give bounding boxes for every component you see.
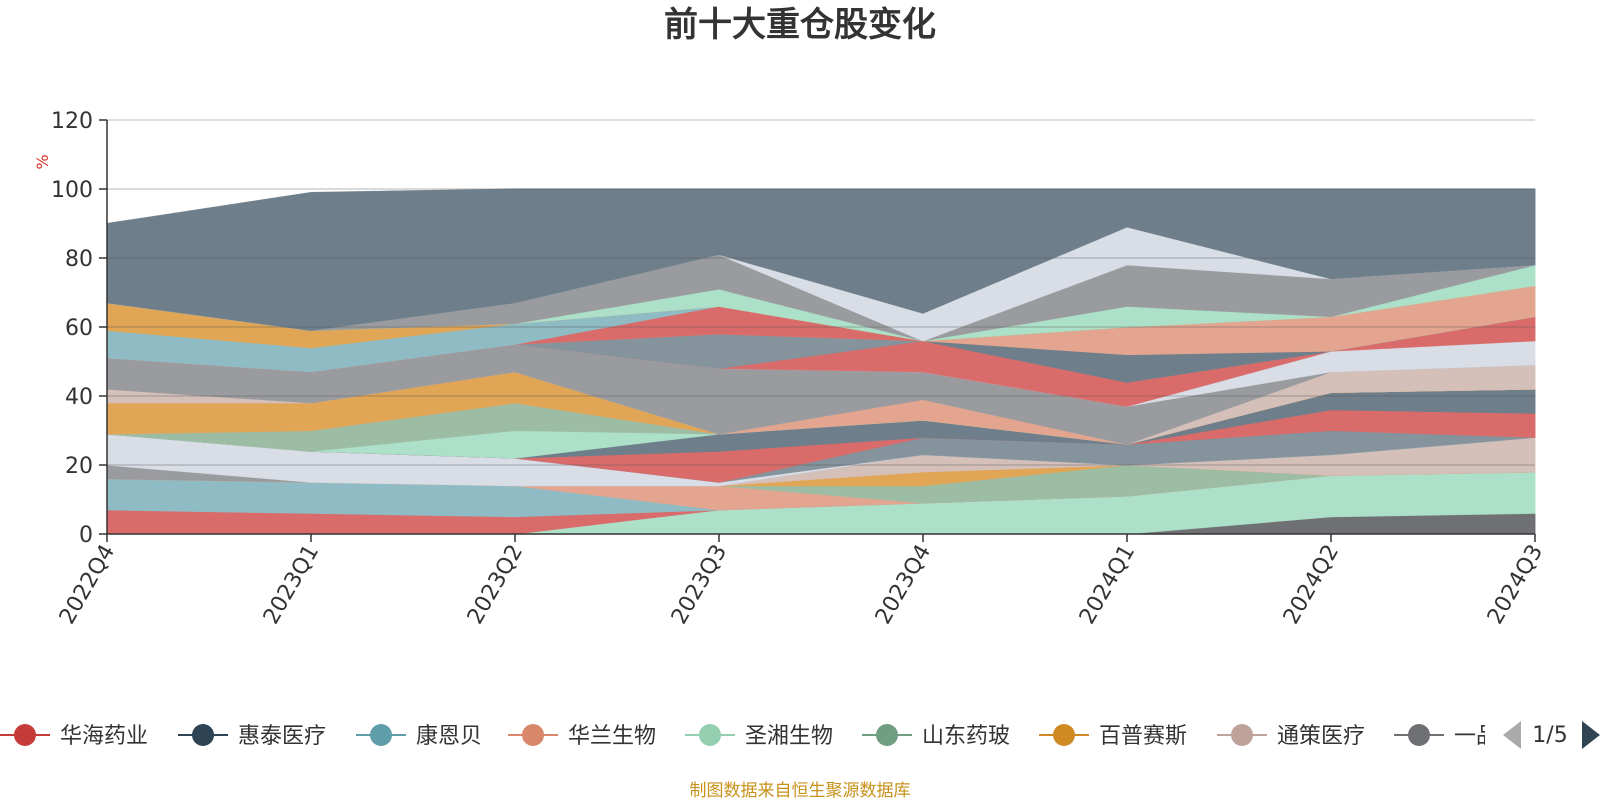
legend-item-2[interactable]: 康恩贝 <box>356 724 482 749</box>
y-axis-unit: % <box>33 154 52 169</box>
y-tick-label-3: 60 <box>65 316 93 341</box>
area-series-30[interactable] <box>106 188 1536 331</box>
x-tick-label-0: 2022Q4 <box>55 541 120 629</box>
legend-item-6[interactable]: 百普赛斯 <box>1039 724 1187 749</box>
legend-item-7[interactable]: 通策医疗 <box>1217 724 1365 749</box>
legend-label-7: 通策医疗 <box>1277 724 1365 749</box>
legend-label-3: 华兰生物 <box>568 724 656 749</box>
legend-label-2: 康恩贝 <box>416 724 482 749</box>
x-tick-label-2: 2023Q2 <box>463 541 528 629</box>
legend-label-1: 惠泰医疗 <box>238 724 326 749</box>
legend-marker-icon <box>522 724 544 746</box>
data-source: 制图数据来自恒生聚源数据库 <box>690 781 911 800</box>
legend[interactable]: 华海药业 惠泰医疗 康恩贝 华兰生物 圣湘生物 山东药玻 百普赛斯 通策医疗 一品红 <box>0 724 1520 749</box>
x-tick-label-3: 2023Q3 <box>667 541 732 629</box>
gridlines <box>107 119 1535 466</box>
x-tick-label-5: 2024Q1 <box>1075 541 1140 629</box>
area-layers <box>106 188 1536 535</box>
legend-marker-icon <box>14 724 36 746</box>
legend-item-0[interactable]: 华海药业 <box>0 724 148 749</box>
x-tick-label-1: 2023Q1 <box>259 541 324 629</box>
legend-item-5[interactable]: 山东药玻 <box>862 724 1010 749</box>
prev-page-icon[interactable] <box>1503 721 1521 749</box>
next-page-icon[interactable] <box>1582 721 1600 749</box>
legend-label-0: 华海药业 <box>60 724 148 749</box>
legend-label-8: 一品红 <box>1454 724 1520 749</box>
legend-page-indicator: 1/5 <box>1532 723 1567 748</box>
legend-item-3[interactable]: 华兰生物 <box>508 724 656 749</box>
legend-item-4[interactable]: 圣湘生物 <box>685 724 833 749</box>
y-tick-label-0: 0 <box>79 523 93 548</box>
x-tick-label-7: 2024Q3 <box>1483 541 1548 629</box>
x-tick-label-4: 2023Q4 <box>871 541 936 629</box>
legend-item-8[interactable]: 一品红 <box>1394 724 1520 749</box>
legend-marker-icon <box>1053 724 1075 746</box>
legend-label-5: 山东药玻 <box>922 724 1010 749</box>
y-tick-label-5: 100 <box>51 178 93 203</box>
legend-marker-icon <box>1408 724 1430 746</box>
y-tick-label-2: 40 <box>65 385 93 410</box>
legend-marker-icon <box>699 724 721 746</box>
legend-marker-icon <box>1231 724 1253 746</box>
legend-item-1[interactable]: 惠泰医疗 <box>178 724 326 749</box>
chart-title: 前十大重仓股变化 <box>664 5 936 45</box>
legend-pager[interactable]: 1/5 <box>1503 721 1600 749</box>
legend-label-4: 圣湘生物 <box>745 724 833 749</box>
legend-marker-icon <box>192 724 214 746</box>
y-tick-label-6: 120 <box>51 109 93 134</box>
legend-marker-icon <box>370 724 392 746</box>
y-tick-label-4: 80 <box>65 247 93 272</box>
legend-label-6: 百普赛斯 <box>1099 724 1187 749</box>
legend-marker-icon <box>876 724 898 746</box>
x-tick-label-6: 2024Q2 <box>1279 541 1344 629</box>
y-tick-label-1: 20 <box>65 454 93 479</box>
